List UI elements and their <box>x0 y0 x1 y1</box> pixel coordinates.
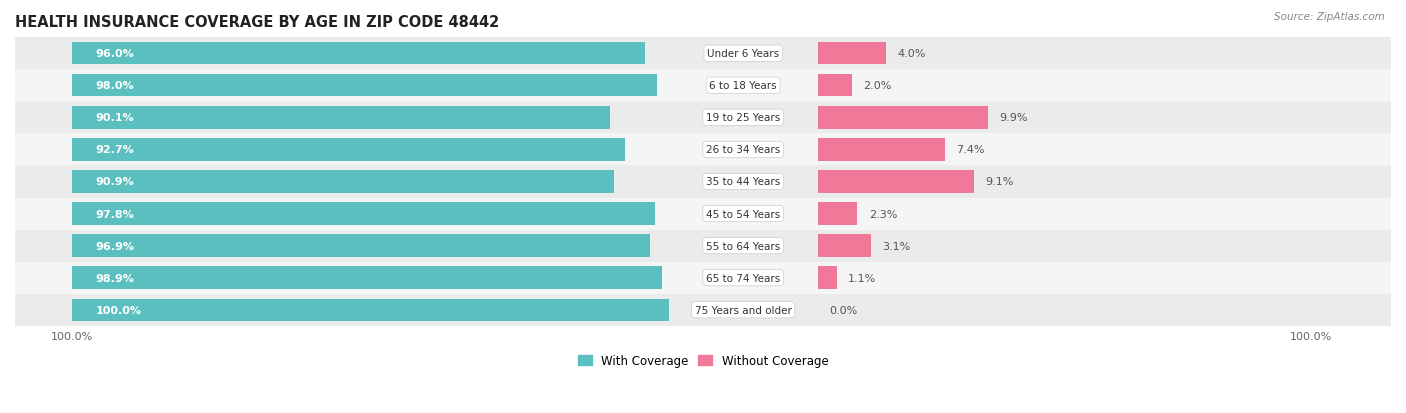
Legend: With Coverage, Without Coverage: With Coverage, Without Coverage <box>572 349 834 372</box>
Bar <box>72 299 669 321</box>
Bar <box>72 43 645 65</box>
Bar <box>818 75 852 97</box>
Text: 26 to 34 Years: 26 to 34 Years <box>706 145 780 155</box>
Bar <box>15 102 1391 134</box>
Bar <box>15 230 1391 262</box>
Text: 7.4%: 7.4% <box>956 145 986 155</box>
Text: 9.9%: 9.9% <box>1000 113 1028 123</box>
Bar <box>818 267 837 289</box>
Text: 55 to 64 Years: 55 to 64 Years <box>706 241 780 251</box>
Text: 96.9%: 96.9% <box>96 241 134 251</box>
Text: 45 to 54 Years: 45 to 54 Years <box>706 209 780 219</box>
Bar <box>15 294 1391 326</box>
Text: 2.3%: 2.3% <box>869 209 897 219</box>
Bar <box>15 198 1391 230</box>
Text: 3.1%: 3.1% <box>883 241 911 251</box>
Text: 2.0%: 2.0% <box>863 81 891 91</box>
Bar <box>72 171 614 193</box>
Text: HEALTH INSURANCE COVERAGE BY AGE IN ZIP CODE 48442: HEALTH INSURANCE COVERAGE BY AGE IN ZIP … <box>15 15 499 30</box>
Bar <box>72 107 610 129</box>
Text: 97.8%: 97.8% <box>96 209 134 219</box>
Text: 19 to 25 Years: 19 to 25 Years <box>706 113 780 123</box>
Text: 6 to 18 Years: 6 to 18 Years <box>709 81 778 91</box>
Text: 92.7%: 92.7% <box>96 145 134 155</box>
Text: 98.9%: 98.9% <box>96 273 134 283</box>
Bar <box>818 203 858 225</box>
Text: 0.0%: 0.0% <box>830 305 858 315</box>
Bar <box>15 262 1391 294</box>
Text: 100.0%: 100.0% <box>96 305 141 315</box>
Bar <box>15 70 1391 102</box>
Text: 75 Years and older: 75 Years and older <box>695 305 792 315</box>
Bar <box>72 75 657 97</box>
Bar <box>72 267 662 289</box>
Bar <box>72 139 626 161</box>
Text: 96.0%: 96.0% <box>96 49 134 59</box>
Text: Under 6 Years: Under 6 Years <box>707 49 779 59</box>
Text: 90.1%: 90.1% <box>96 113 134 123</box>
Bar <box>818 171 974 193</box>
Text: Source: ZipAtlas.com: Source: ZipAtlas.com <box>1274 12 1385 22</box>
Bar <box>818 107 988 129</box>
Bar <box>72 235 650 257</box>
Text: 9.1%: 9.1% <box>986 177 1014 187</box>
Bar <box>72 203 655 225</box>
Text: 90.9%: 90.9% <box>96 177 134 187</box>
Text: 65 to 74 Years: 65 to 74 Years <box>706 273 780 283</box>
Text: 98.0%: 98.0% <box>96 81 134 91</box>
Bar <box>818 139 945 161</box>
Text: 1.1%: 1.1% <box>848 273 876 283</box>
Bar <box>818 235 870 257</box>
Bar <box>818 43 886 65</box>
Text: 35 to 44 Years: 35 to 44 Years <box>706 177 780 187</box>
Text: 4.0%: 4.0% <box>898 49 927 59</box>
Bar <box>15 166 1391 198</box>
Bar <box>15 134 1391 166</box>
Bar <box>15 38 1391 70</box>
